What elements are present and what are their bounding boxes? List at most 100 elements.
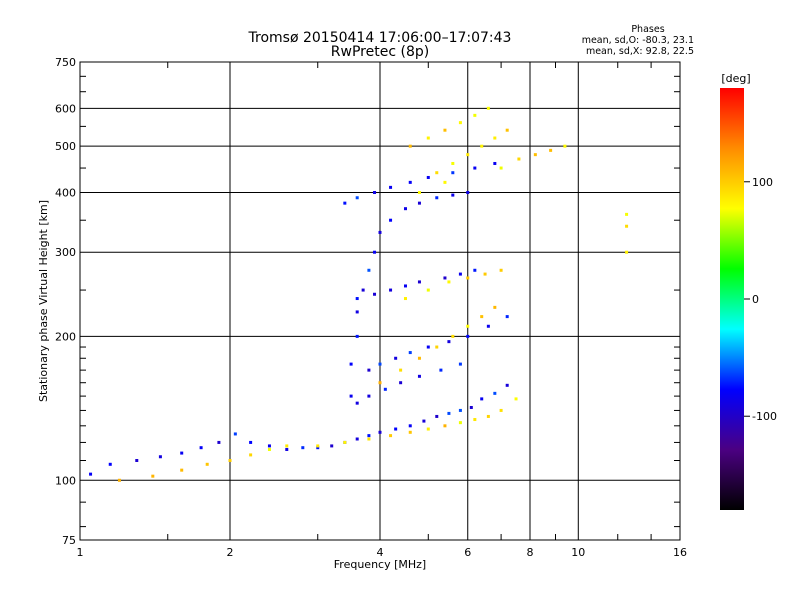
data-point: [480, 397, 484, 401]
data-point: [466, 324, 470, 328]
data-point: [389, 185, 393, 189]
colorbar-tick-label: 0: [752, 293, 759, 306]
data-point: [383, 387, 387, 391]
colorbar-tick-label: 100: [752, 176, 773, 189]
data-point: [249, 440, 253, 444]
y-tick-label: 300: [55, 246, 76, 259]
colorbar-gradient: [720, 88, 744, 510]
y-tick-label: 100: [55, 474, 76, 487]
data-point: [493, 305, 497, 309]
x-tick-label: 8: [527, 546, 534, 559]
plot-area: 1 2 4 6 8 10 16 75 100 200 300 400 500 600 750: [55, 56, 687, 559]
data-point: [89, 472, 93, 476]
data-point: [473, 268, 477, 272]
data-point: [505, 383, 509, 387]
data-point: [399, 368, 403, 372]
data-point: [367, 394, 371, 398]
data-point: [466, 153, 470, 157]
data-point: [469, 405, 473, 409]
data-point: [466, 276, 470, 280]
data-point: [625, 224, 629, 228]
data-point: [408, 424, 412, 428]
x-tick-label: 2: [227, 546, 234, 559]
data-point: [499, 268, 503, 272]
data-point: [473, 166, 477, 170]
data-point: [394, 356, 398, 360]
data-point: [199, 446, 203, 450]
data-point: [378, 362, 382, 366]
data-point: [403, 284, 407, 288]
data-point: [355, 297, 359, 301]
colorbar-ticks: 100 0 -100: [744, 176, 777, 423]
data-point: [458, 121, 462, 125]
data-point: [228, 458, 232, 462]
data-point: [505, 315, 509, 319]
data-point: [466, 334, 470, 338]
data-point: [285, 444, 289, 448]
data-point: [493, 391, 497, 395]
data-point: [443, 180, 447, 184]
data-point: [267, 444, 271, 448]
y-tick-label: 500: [55, 140, 76, 153]
data-point: [158, 455, 162, 459]
colorbar: [deg] 100 0 -100: [720, 72, 777, 510]
y-tick-label: 750: [55, 56, 76, 69]
data-point: [505, 128, 509, 132]
data-point: [151, 474, 155, 478]
data-point: [499, 408, 503, 412]
data-point: [367, 434, 371, 438]
data-point: [233, 432, 237, 436]
data-point: [458, 421, 462, 425]
data-point: [451, 161, 455, 165]
data-point: [408, 430, 412, 434]
data-point: [180, 451, 184, 455]
data-point: [451, 171, 455, 175]
data-point: [563, 144, 567, 148]
data-point: [435, 345, 439, 349]
data-point: [443, 424, 447, 428]
data-point: [483, 272, 487, 276]
data-point: [205, 462, 209, 466]
data-point: [447, 411, 451, 415]
data-point: [486, 414, 490, 418]
data-point: [426, 288, 430, 292]
data-point: [426, 427, 430, 431]
data-point: [373, 190, 377, 194]
phase-stats-x: mean, sd,X: 92.8, 22.5: [586, 46, 694, 57]
data-point: [417, 201, 421, 205]
x-axis-label: Frequency [MHz]: [334, 558, 426, 571]
data-point: [355, 310, 359, 314]
data-point: [466, 190, 470, 194]
data-point: [403, 207, 407, 211]
data-point: [355, 334, 359, 338]
data-point: [451, 334, 455, 338]
data-point: [361, 288, 365, 292]
data-point: [343, 201, 347, 205]
data-point: [301, 446, 305, 450]
data-point: [426, 175, 430, 179]
data-point: [367, 437, 371, 441]
data-point: [493, 161, 497, 165]
data-point: [435, 196, 439, 200]
phase-stats-heading: Phases: [631, 24, 664, 35]
y-tick-label: 200: [55, 330, 76, 343]
y-axis-ticks: 75 100 200 300 400 500 600 750: [55, 56, 680, 547]
data-point: [493, 136, 497, 140]
data-point: [422, 419, 426, 423]
x-tick-label: 16: [673, 546, 687, 559]
data-point: [355, 196, 359, 200]
data-point: [435, 414, 439, 418]
data-point: [426, 345, 430, 349]
data-point: [458, 272, 462, 276]
y-tick-label: 400: [55, 186, 76, 199]
data-point: [625, 250, 629, 254]
data-point: [417, 374, 421, 378]
data-point: [517, 157, 521, 161]
data-point: [435, 171, 439, 175]
x-tick-label: 4: [377, 546, 384, 559]
x-axis-ticks: 1 2 4 6 8 10 16: [77, 62, 687, 559]
data-point: [458, 408, 462, 412]
y-tick-label: 600: [55, 102, 76, 115]
chart-title: Tromsø 20150414 17:06:00–17:07:43: [248, 30, 512, 46]
data-point: [408, 351, 412, 355]
